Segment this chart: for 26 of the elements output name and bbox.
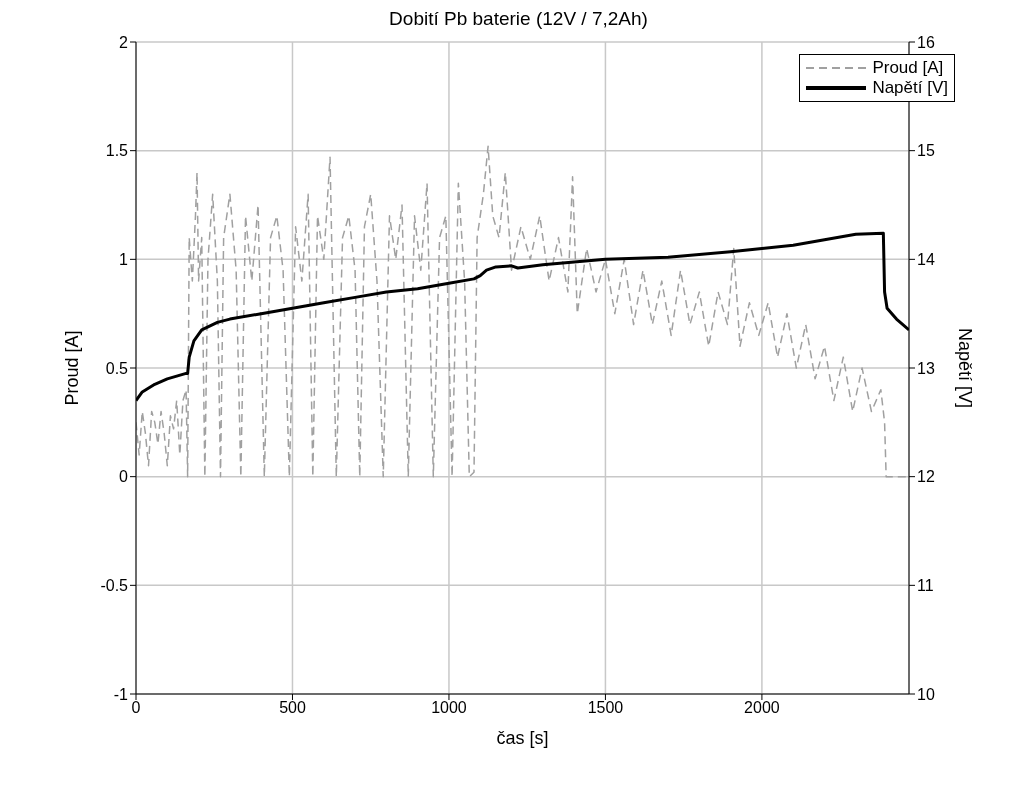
x-tick-label: 500 (279, 699, 306, 717)
y2-tick-label: 16 (917, 33, 935, 51)
x-axis-title: čas [s] (496, 728, 549, 748)
y2-axis-title: Napětí [V] (954, 327, 975, 409)
y2-tick-label: 15 (917, 142, 935, 160)
x-tick-label: 2000 (744, 699, 780, 717)
y-tick-label: -0.5 (100, 577, 129, 595)
chart-title: Dobití Pb baterie (12V / 7,2Ah) (388, 8, 649, 30)
x-tick-label: 0 (131, 699, 141, 717)
y-tick-label: 2 (119, 33, 129, 51)
y2-tick-label: 12 (917, 468, 935, 486)
x-tick-label: 1500 (587, 699, 624, 717)
y2-tick-label: 14 (917, 251, 935, 269)
y-tick-label: 0.5 (105, 359, 129, 377)
y-tick-label: 1 (119, 251, 129, 269)
y-tick-label: 0 (119, 468, 129, 486)
line-series (136, 145, 909, 478)
x-tick-label: 1000 (431, 699, 467, 717)
y-tick-label: -1 (113, 685, 129, 703)
y2-tick-label: 11 (917, 577, 934, 595)
y-axis-title: Proud [A] (62, 330, 83, 406)
y2-tick-label: 10 (917, 685, 935, 703)
legend-label: Proud [A] (872, 58, 944, 78)
y-tick-label: 1.5 (105, 142, 129, 160)
y2-tick-label: 13 (917, 359, 935, 377)
legend-label: Napětí [V] (872, 78, 948, 98)
